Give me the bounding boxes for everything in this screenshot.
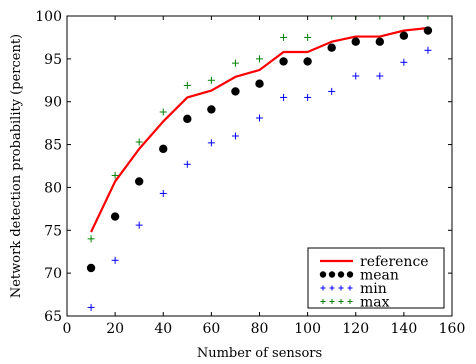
data-point-max <box>231 59 239 67</box>
y-tick-label: 85 <box>44 138 62 154</box>
y-tick-label: 75 <box>44 223 62 239</box>
data-point-mean <box>134 177 144 186</box>
series-line-reference <box>90 26 429 233</box>
data-point-min <box>424 46 432 54</box>
data-point-max <box>328 16 336 20</box>
x-tick-label: 20 <box>106 321 124 337</box>
y-tick-label: 100 <box>35 9 62 25</box>
x-tick-label: 60 <box>202 321 220 337</box>
x-tick-label: 160 <box>439 321 466 337</box>
legend-plus <box>320 299 326 304</box>
data-point-max <box>207 76 215 84</box>
data-point-max <box>87 235 95 243</box>
legend-dot <box>337 271 345 278</box>
data-point-mean <box>159 144 168 154</box>
x-tick-label: 40 <box>154 321 172 337</box>
data-point-max <box>111 171 119 179</box>
data-point-max <box>183 81 191 89</box>
plot-area <box>86 16 433 311</box>
data-point-mean <box>423 26 433 35</box>
x-tick-label: 120 <box>342 321 369 337</box>
data-point-mean <box>399 31 409 40</box>
legend-label-max: max <box>360 295 390 311</box>
y-tick-label: 65 <box>44 309 62 325</box>
legend-plus <box>338 285 344 291</box>
legend-swatch-max <box>320 299 353 304</box>
x-tick-label: 100 <box>294 321 321 337</box>
legend-plus <box>338 299 344 304</box>
data-point-mean <box>279 57 288 66</box>
data-point-min <box>352 72 360 80</box>
legend-plus <box>347 285 353 291</box>
y-tick-label: 70 <box>44 266 62 282</box>
data-point-mean <box>255 79 264 88</box>
data-point-mean <box>183 114 192 124</box>
data-point-min <box>304 93 312 101</box>
data-point-max <box>424 16 432 20</box>
data-point-max <box>159 108 167 116</box>
data-point-max <box>304 33 312 41</box>
data-point-mean <box>86 263 96 273</box>
data-point-mean <box>327 43 336 52</box>
data-point-min <box>400 58 408 66</box>
data-point-max <box>135 138 143 146</box>
y-tick-label: 90 <box>44 95 62 111</box>
x-axis-label: Number of sensors <box>197 346 322 361</box>
legend-box <box>307 247 445 309</box>
data-point-mean <box>207 105 216 114</box>
data-point-max <box>376 16 384 20</box>
legend-label-mean: mean <box>360 268 399 284</box>
data-point-min <box>256 114 263 122</box>
y-tick-label: 95 <box>44 52 62 68</box>
data-point-mean <box>375 37 385 46</box>
y-axis-label: Network detection probability (percent) <box>9 34 24 298</box>
x-tick-label: 140 <box>391 321 418 337</box>
data-point-min <box>207 139 215 147</box>
legend-swatch-mean <box>319 271 354 278</box>
data-point-mean <box>110 212 120 221</box>
data-point-min <box>87 303 95 311</box>
data-point-max <box>280 33 288 41</box>
legend-plus <box>320 285 326 291</box>
legend-dot <box>319 271 327 278</box>
data-point-min <box>159 189 167 197</box>
legend-plus <box>329 285 335 291</box>
axis-ticks: 0 20 40 60 80 100 120 140 160 65 70 75 80 85 90 95 100 <box>35 9 465 337</box>
legend-dot <box>346 271 354 278</box>
legend-plus <box>347 299 353 304</box>
legend-label-min: min <box>360 281 387 297</box>
data-point-min <box>135 221 143 229</box>
data-point-min <box>111 256 119 264</box>
data-point-min <box>183 160 191 168</box>
legend-swatch-min <box>320 285 353 291</box>
data-point-mean <box>351 37 360 46</box>
x-tick-label: 80 <box>251 321 269 337</box>
data-point-min <box>280 93 288 101</box>
data-point-min <box>231 132 239 140</box>
series-group <box>86 16 433 311</box>
data-point-min <box>376 72 384 80</box>
y-tick-label: 80 <box>44 180 62 196</box>
x-tick-label: 0 <box>63 321 72 337</box>
data-point-max <box>256 55 263 63</box>
legend-dot <box>328 271 336 278</box>
data-point-mean <box>303 57 312 66</box>
data-point-min <box>328 87 336 95</box>
data-point-mean <box>231 87 240 96</box>
legend-plus <box>329 299 335 304</box>
legend-label-reference: reference <box>360 254 429 270</box>
